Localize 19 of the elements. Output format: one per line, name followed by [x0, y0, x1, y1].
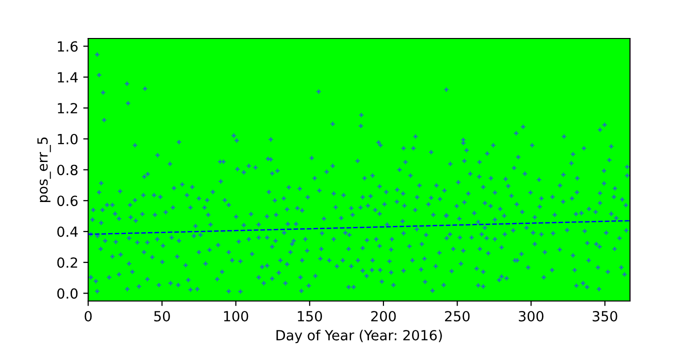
y-tick-label: 1.4 [58, 72, 78, 82]
y-tick-label: 1.0 [58, 134, 78, 144]
x-tick-label: 50 [154, 310, 170, 322]
y-tick-label: 0.4 [57, 226, 78, 237]
x-tick-label: 200 [371, 310, 396, 322]
y-tick-label: 0.6 [57, 196, 78, 206]
x-axis-title: Day of Year (Year: 2016) [276, 330, 442, 344]
y-tick-label: 0.0 [57, 288, 78, 299]
x-tick-label: 350 [592, 310, 618, 322]
y-tick-label: 1.2 [58, 102, 78, 114]
x-tick-label: 300 [518, 310, 544, 322]
x-tick-label: 150 [298, 310, 322, 322]
x-tick-label: 100 [224, 310, 248, 322]
y-tick-label: 0.2 [57, 257, 78, 268]
y-axis-title: pos_err_5 [37, 137, 51, 202]
y-tick-label: 0.8 [57, 164, 78, 176]
y-tick-label: 1.6 [58, 41, 78, 52]
x-tick-label: 0 [84, 310, 92, 322]
x-tick-label: 250 [445, 310, 470, 322]
